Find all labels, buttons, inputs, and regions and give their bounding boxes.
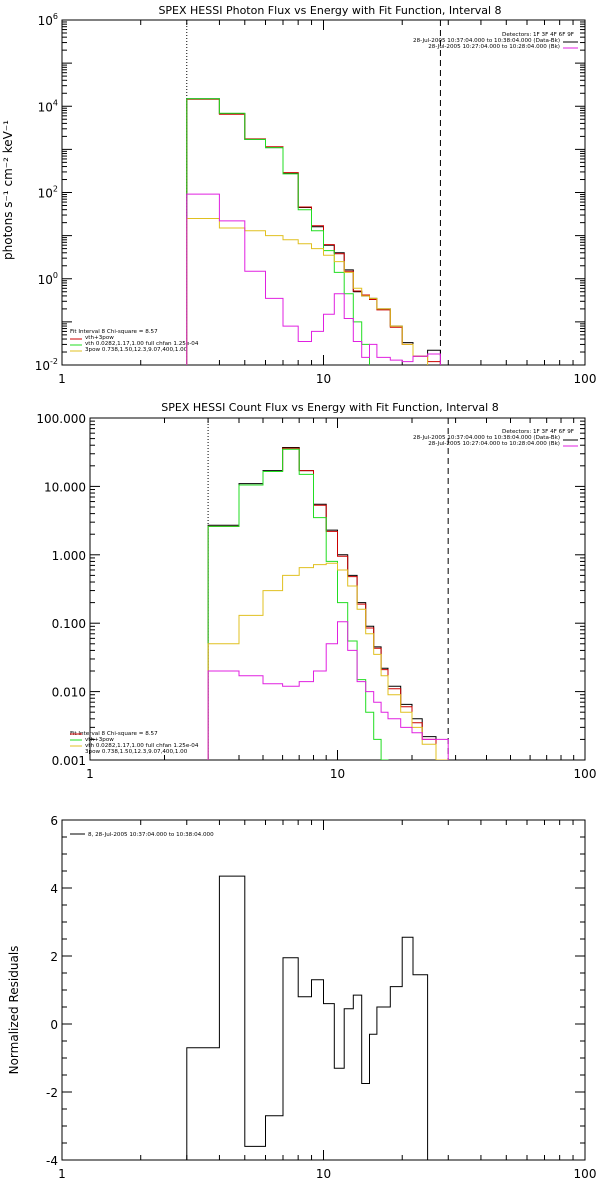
count-y-tick-label: 0.010 [52,686,86,700]
photon-series-background [186,193,441,365]
photon-legend-thermal: vth 0.0282,1.17,1.00 full chfan 1.25e-04 [85,341,199,347]
photon-y-tick-label: 102 [38,185,58,201]
photon-y-tick-label: 106 [38,12,58,28]
count-legend-powerlaw: 3pow 0.738,1.50,12.3,9.07,400,1.00 [85,749,188,755]
residuals-y-tick-label: -2 [46,1086,58,1100]
residuals-y-tick-label: 6 [50,814,58,828]
count-y-tick-label: 0.001 [52,754,86,768]
photon-legend-fit-interval: Fit Interval 8 Chi-square = 8.57 [70,329,158,335]
count-legend-detectors: Detectors: 1F 3F 4F 6F 9F [502,429,574,435]
photon-plot-frame [61,19,586,366]
photon-y-tick-label: 100 [38,271,58,287]
residuals-panel-ylabel: Normalized Residuals [7,946,21,1075]
residuals-y-tick-label: 0 [50,1018,58,1032]
count-panel-title: SPEX HESSI Count Flux vs Energy with Fit… [161,401,498,414]
count-legend-fit-interval: Fit Interval 8 Chi-square = 8.57 [70,731,158,737]
count-y-tick-label: 0.100 [52,617,86,631]
residuals-panel: Normalized Residuals 8, 28-Jul-2005 10:3… [7,814,596,1181]
photon-legend-data-interval: 28-Jul-2005 10:37:04.000 to 10:38:04.000… [413,38,560,44]
count-y-tick-label: 100.000 [36,412,86,426]
count-legend-bk-interval: 28-Jul-2005 10:27:04.000 to 10:28:04.000… [428,441,560,447]
photon-x-tick-label: 100 [574,372,597,386]
photon-series-vth [186,98,370,365]
count-series-3pow [207,562,449,760]
photon-panel-ylabel: photons s⁻¹ cm⁻² keV⁻¹ [1,120,15,260]
photon-series-3pow [186,218,429,365]
photon-legend-total: vth+3pow [85,335,114,341]
photon-y-tick-label: 104 [38,98,58,114]
residuals-x-tick-label: 10 [316,1167,331,1181]
count-legend-thermal: vth 0.0282,1.17,1.00 full chfan 1.25e-04 [85,743,199,749]
residuals-x-tick-label: 1 [58,1167,66,1181]
count-legend-total: vth+3pow [85,737,114,743]
count-series-vth [207,448,389,760]
photon-flux-panel: SPEX HESSI Photon Flux vs Energy with Fi… [1,4,596,386]
photon-legend-detectors: Detectors: 1F 3F 4F 6F 9F [502,32,574,38]
photon-x-tick-label: 1 [58,372,66,386]
count-y-tick-label: 1.000 [52,549,86,563]
residuals-series-8- [186,875,441,1160]
photon-legend-bk-interval: 28-Jul-2005 10:27:04.000 to 10:28:04.000… [428,44,560,50]
count-y-tick-label: 10.000 [44,480,86,494]
count-x-tick-label: 1 [86,767,94,781]
photon-panel-title: SPEX HESSI Photon Flux vs Energy with Fi… [158,4,501,17]
count-legend-data-interval: 28-Jul-2005 10:37:04.000 to 10:38:04.000… [413,435,560,441]
count-flux-panel: SPEX HESSI Count Flux vs Energy with Fit… [36,401,596,781]
residuals-y-tick-label: 2 [50,950,58,964]
residuals-legend-interval: 8, 28-Jul-2005 10:37:04.000 to 10:38:04.… [88,832,214,838]
photon-y-tick-label: 10-2 [35,357,58,373]
residuals-x-tick-label: 100 [574,1167,597,1181]
residuals-y-tick-label: -4 [46,1154,58,1168]
count-x-tick-label: 100 [574,767,597,781]
photon-legend-powerlaw: 3pow 0.738,1.50,12.3,9.07,400,1.00 [85,347,188,353]
photon-x-tick-label: 10 [316,372,331,386]
count-series-background [207,621,449,760]
residuals-y-tick-label: 4 [50,882,58,896]
count-x-tick-label: 10 [330,767,345,781]
